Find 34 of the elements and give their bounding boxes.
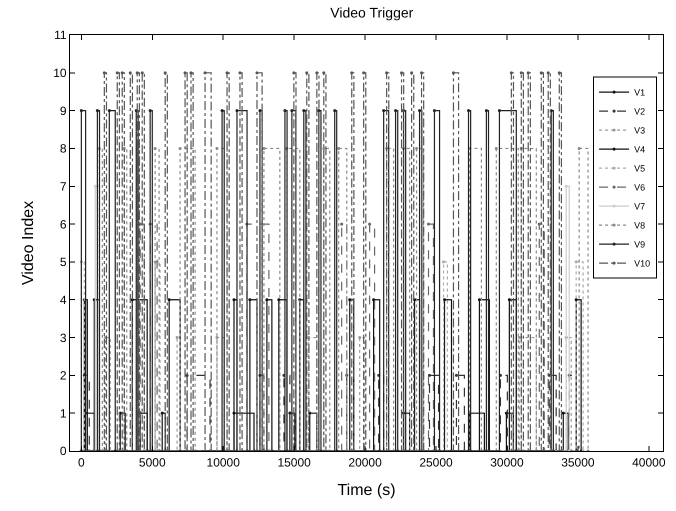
- legend-label: V10: [634, 258, 650, 269]
- legend-label: V8: [634, 220, 646, 231]
- y-axis-title: Video Index: [20, 200, 38, 286]
- x-tick-label: 0: [78, 455, 86, 470]
- legend-label: V3: [634, 126, 646, 136]
- x-tick-label: 20000: [348, 455, 382, 470]
- legend-label: V9: [634, 240, 646, 250]
- x-tick-label: 10000: [206, 455, 240, 470]
- legend-label: V5: [634, 164, 646, 174]
- y-tick-label: 0: [60, 444, 67, 458]
- y-tick-label: 6: [60, 217, 67, 232]
- legend-label: V7: [634, 202, 646, 212]
- x-tick-label: 40000: [632, 455, 666, 470]
- y-tick-label: 2: [60, 368, 67, 383]
- chart-title: Video Trigger: [330, 4, 414, 20]
- y-tick-label: 9: [60, 104, 67, 118]
- y-tick-label: 1: [60, 406, 67, 420]
- y-tick-label: 5: [60, 255, 67, 270]
- y-tick-label: 10: [53, 66, 67, 80]
- legend-label: V1: [634, 88, 646, 98]
- x-tick-label: 15000: [277, 455, 312, 470]
- y-tick-label: 8: [60, 142, 67, 156]
- x-tick-label: 35000: [561, 455, 595, 470]
- x-tick-label: 30000: [490, 455, 524, 470]
- legend-label: V6: [634, 182, 646, 193]
- x-axis-title: Time (s): [337, 482, 396, 500]
- y-tick-label: 3: [60, 330, 67, 345]
- y-tick-label: 4: [60, 292, 67, 307]
- x-tick-label: 5000: [138, 455, 166, 470]
- x-tick-label: 25000: [419, 455, 454, 470]
- legend-label: V2: [634, 106, 646, 117]
- y-tick-label: 11: [54, 28, 67, 42]
- y-tick-label: 7: [60, 179, 67, 194]
- legend-label: V4: [634, 144, 646, 155]
